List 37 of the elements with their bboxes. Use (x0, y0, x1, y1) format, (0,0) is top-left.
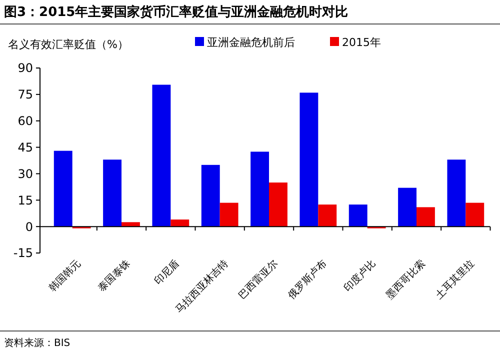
x-tick-label: 印尼盾 (152, 258, 182, 288)
chart-title: 图3：2015年主要国家货币汇率贬值与亚洲金融危机时对比 (4, 4, 348, 20)
y-tick-label: 90 (18, 61, 33, 76)
bar (170, 220, 190, 227)
y-tick-label: 45 (18, 140, 33, 154)
x-tick-label: 韩国韩元 (46, 258, 84, 294)
bar (220, 202, 238, 227)
bar (54, 150, 72, 227)
legend-label: 2015年 (342, 36, 381, 49)
y-tick-label: -15 (13, 246, 33, 260)
bar (300, 92, 318, 227)
x-tick-label: 俄罗斯卢布 (285, 258, 330, 302)
bar (416, 207, 435, 227)
x-tick-label: 泰国泰铢 (96, 258, 133, 294)
x-tick-label: 墨西哥比索 (384, 258, 428, 302)
bar (447, 160, 466, 227)
y-tick-label: 30 (18, 166, 33, 181)
y-tick-label: 75 (18, 88, 33, 102)
bar (201, 164, 220, 227)
bar (398, 188, 416, 227)
bar (250, 152, 269, 227)
bar (348, 204, 368, 227)
bar (103, 160, 122, 227)
x-tick-label: 印度卢比 (342, 258, 378, 294)
y-tick-label: 60 (18, 114, 33, 128)
bar (269, 182, 288, 227)
y-axis-title: 名义有效汇率贬值（%） (8, 38, 128, 51)
x-tick-label: 土耳其里拉 (432, 258, 477, 302)
bar (122, 222, 140, 227)
y-tick-label: 15 (18, 193, 33, 208)
legend-label: 亚洲金融危机前后 (207, 36, 295, 49)
text: 资料来源：BIS (4, 337, 70, 349)
bar (318, 204, 337, 227)
bar (466, 202, 484, 227)
x-tick-label: 巴西雷亚尔 (236, 258, 280, 302)
bar (152, 84, 171, 227)
y-tick-label: 0 (25, 220, 33, 234)
